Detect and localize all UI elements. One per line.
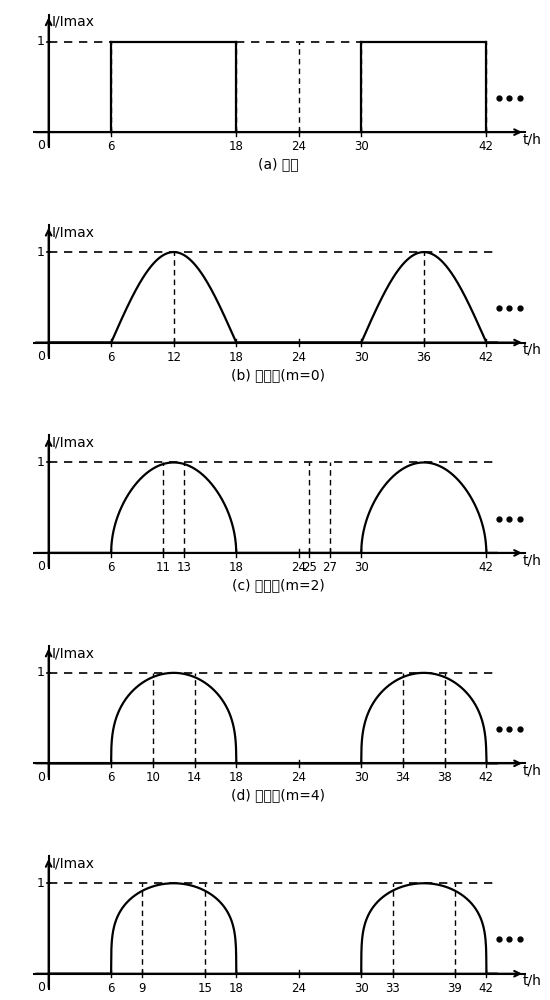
Text: 30: 30	[354, 771, 369, 784]
Text: (d) 正弦波(m=4): (d) 正弦波(m=4)	[231, 789, 325, 803]
Text: 0: 0	[37, 560, 46, 573]
Text: 39: 39	[448, 982, 463, 995]
Text: 6: 6	[107, 140, 115, 153]
Text: t/h: t/h	[523, 764, 542, 778]
Text: 0: 0	[37, 139, 46, 152]
Text: 0: 0	[37, 981, 46, 994]
Text: 24: 24	[292, 140, 306, 153]
Text: 38: 38	[437, 771, 452, 784]
Text: 34: 34	[395, 771, 410, 784]
Text: t/h: t/h	[523, 974, 542, 988]
Text: t/h: t/h	[523, 132, 542, 146]
Text: 1: 1	[37, 666, 45, 679]
Text: 0: 0	[37, 771, 46, 784]
Text: 24: 24	[292, 351, 306, 364]
Text: 30: 30	[354, 982, 369, 995]
Text: 10: 10	[145, 771, 160, 784]
Text: I/Imax: I/Imax	[52, 856, 95, 870]
Text: 6: 6	[107, 982, 115, 995]
Text: 6: 6	[107, 351, 115, 364]
Text: I/Imax: I/Imax	[52, 15, 95, 29]
Text: 12: 12	[166, 351, 181, 364]
Text: 30: 30	[354, 351, 369, 364]
Text: (c) 正弦波(m=2): (c) 正弦波(m=2)	[232, 578, 324, 592]
Text: 1: 1	[37, 35, 45, 48]
Text: I/Imax: I/Imax	[52, 436, 95, 450]
Text: 11: 11	[156, 561, 170, 574]
Text: 42: 42	[479, 771, 494, 784]
Text: 42: 42	[479, 140, 494, 153]
Text: 33: 33	[385, 982, 400, 995]
Text: t/h: t/h	[523, 343, 542, 357]
Text: 36: 36	[416, 351, 431, 364]
Text: 24: 24	[292, 982, 306, 995]
Text: 30: 30	[354, 140, 369, 153]
Text: 0: 0	[37, 350, 46, 363]
Text: 18: 18	[229, 140, 244, 153]
Text: 25: 25	[302, 561, 317, 574]
Text: 27: 27	[322, 561, 338, 574]
Text: 42: 42	[479, 351, 494, 364]
Text: 1: 1	[37, 246, 45, 259]
Text: 6: 6	[107, 771, 115, 784]
Text: 30: 30	[354, 561, 369, 574]
Text: 9: 9	[139, 982, 146, 995]
Text: 15: 15	[197, 982, 212, 995]
Text: 42: 42	[479, 561, 494, 574]
Text: 18: 18	[229, 561, 244, 574]
Text: I/Imax: I/Imax	[52, 225, 95, 239]
Text: I/Imax: I/Imax	[52, 646, 95, 660]
Text: 13: 13	[177, 561, 191, 574]
Text: 18: 18	[229, 351, 244, 364]
Text: 18: 18	[229, 771, 244, 784]
Text: 24: 24	[292, 771, 306, 784]
Text: 18: 18	[229, 982, 244, 995]
Text: 24: 24	[292, 561, 306, 574]
Text: 42: 42	[479, 982, 494, 995]
Text: t/h: t/h	[523, 553, 542, 567]
Text: (b) 正弦波(m=0): (b) 正弦波(m=0)	[231, 368, 325, 382]
Text: (a) 方波: (a) 方波	[257, 157, 298, 171]
Text: 6: 6	[107, 561, 115, 574]
Text: 1: 1	[37, 456, 45, 469]
Text: 1: 1	[37, 877, 45, 890]
Text: 14: 14	[187, 771, 202, 784]
